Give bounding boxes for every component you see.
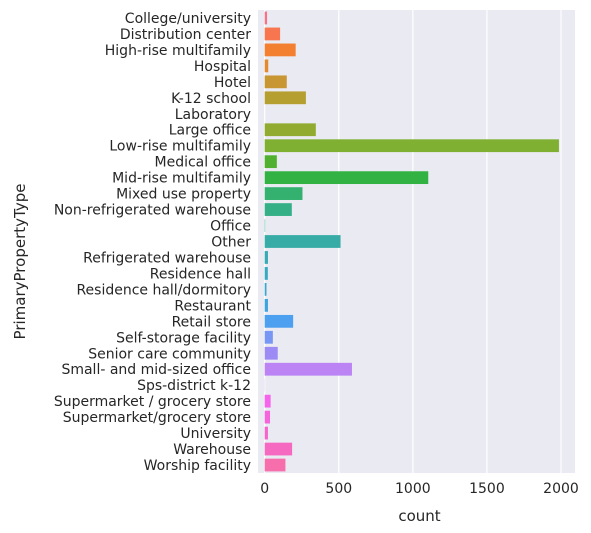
y-tick-label: Sps-district k-12: [137, 378, 251, 394]
y-tick-label: Mixed use property: [116, 187, 251, 203]
y-tick-label: Small- and mid-sized office: [61, 362, 251, 378]
y-tick-label: College/university: [125, 11, 251, 27]
bar: [264, 203, 292, 216]
y-tick-label: Warehouse: [173, 442, 251, 458]
bar: [264, 123, 316, 137]
bar: [264, 155, 277, 169]
bar: [264, 139, 559, 153]
y-tick-label: Mid-rise multifamily: [112, 171, 251, 187]
y-axis-title: PrimaryPropertyType: [11, 184, 29, 340]
y-tick-label: Residence hall: [150, 266, 251, 282]
y-tick-label: Laboratory: [175, 107, 251, 123]
y-tick-label: Hospital: [194, 59, 251, 75]
y-tick-label: Other: [211, 235, 251, 251]
y-tick-label: Senior care community: [88, 346, 251, 362]
bar: [264, 330, 273, 344]
bar: [264, 11, 268, 25]
bar: [264, 187, 303, 200]
bar: [264, 314, 294, 328]
x-tick-label: 1500: [469, 481, 505, 497]
y-tick-label: High-rise multifamily: [105, 43, 251, 59]
bar: [264, 235, 341, 248]
x-tick-labels: 0 500 1000 1500 2000: [260, 481, 579, 497]
bar: [264, 27, 281, 41]
y-tick-label: Distribution center: [120, 27, 251, 43]
bar: [264, 59, 269, 73]
y-tick-label: Medical office: [155, 155, 252, 171]
x-tick-label: 2000: [543, 481, 579, 497]
bar: [264, 171, 429, 185]
y-tick-label: Worship facility: [144, 458, 251, 474]
x-tick-label: 1000: [395, 481, 431, 497]
bar: [264, 362, 352, 376]
y-tick-label: K-12 school: [171, 91, 251, 107]
bar: [264, 251, 268, 264]
x-tick-label: 500: [325, 481, 352, 497]
bar: [264, 75, 287, 89]
bar: [264, 298, 268, 312]
y-tick-label: Retail store: [172, 314, 251, 330]
y-tick-label: Non-refrigerated warehouse: [54, 203, 251, 219]
y-tick-label: Self-storage facility: [116, 330, 251, 346]
y-tick-label: Office: [210, 219, 251, 235]
y-tick-label: Low-rise multifamily: [109, 139, 251, 155]
bar: [264, 426, 268, 440]
bar: [264, 442, 293, 456]
y-tick-label: Large office: [169, 123, 251, 139]
y-tick-label: Residence hall/dormitory: [76, 282, 251, 298]
bars: [264, 11, 559, 472]
x-axis-title: count: [398, 507, 440, 525]
y-tick-label: Refrigerated warehouse: [83, 250, 251, 266]
y-tick-label: Restaurant: [174, 298, 251, 314]
bar: [264, 346, 278, 360]
bar: [264, 458, 286, 472]
y-tick-label: Supermarket/grocery store: [63, 410, 251, 426]
bar: [264, 410, 271, 424]
x-tick-label: 0: [260, 481, 269, 497]
y-tick-label: University: [180, 426, 251, 442]
bar: [264, 283, 267, 296]
y-tick-label: Supermarket / grocery store: [54, 394, 251, 410]
y-tick-label: Hotel: [214, 75, 251, 91]
bar: [264, 394, 271, 408]
bar: [264, 267, 268, 280]
bar: [264, 91, 306, 105]
bar: [264, 43, 296, 57]
